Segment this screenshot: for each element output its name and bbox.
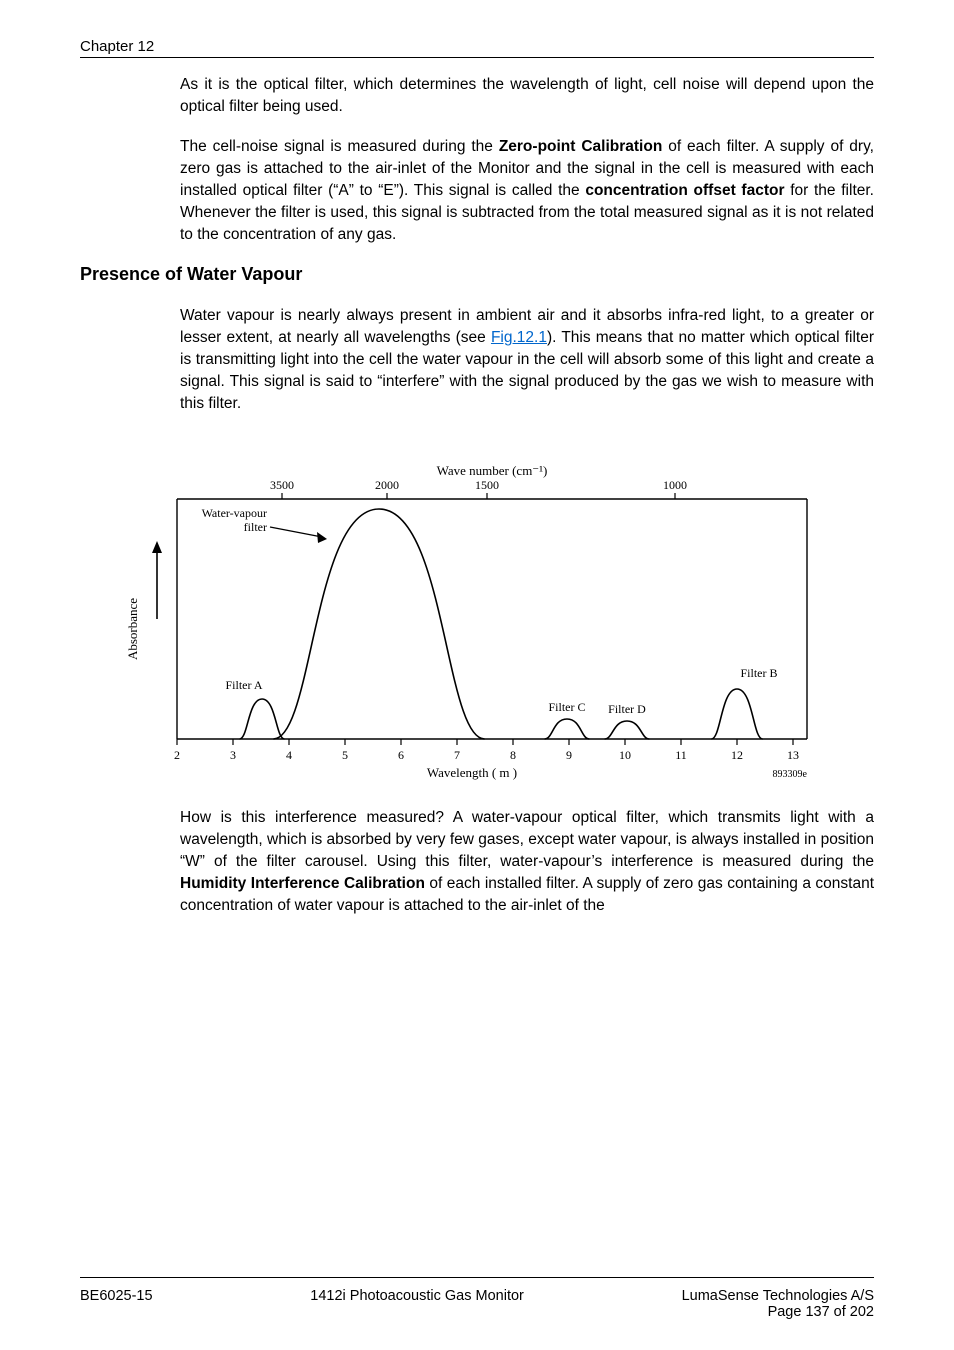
- svg-text:8: 8: [510, 748, 516, 762]
- svg-text:Wave number (cm⁻¹): Wave number (cm⁻¹): [437, 463, 548, 478]
- p2-part-a: The cell-noise signal is measured during…: [180, 138, 499, 155]
- paragraph-1: As it is the optical filter, which deter…: [180, 74, 874, 118]
- footer-right-2: Page 137 of 202: [768, 1304, 874, 1320]
- svg-text:2: 2: [174, 748, 180, 762]
- svg-text:filter: filter: [244, 520, 267, 534]
- svg-text:Filter D: Filter D: [608, 702, 646, 716]
- footer-center: 1412i Photoacoustic Gas Monitor: [310, 1288, 524, 1320]
- footer-rule: [80, 1277, 874, 1278]
- footer-right: LumaSense Technologies A/S Page 137 of 2…: [682, 1288, 874, 1320]
- svg-text:10: 10: [619, 748, 631, 762]
- svg-text:3500: 3500: [270, 478, 294, 492]
- section-heading: Presence of Water Vapour: [80, 264, 874, 285]
- p4-part-a: How is this interference measured? A wat…: [180, 809, 874, 870]
- p4-bold: Humidity Interference Calibration: [180, 875, 425, 892]
- svg-text:1500: 1500: [475, 478, 499, 492]
- svg-text:Water-vapour: Water-vapour: [202, 506, 267, 520]
- svg-text:7: 7: [454, 748, 460, 762]
- svg-text:3: 3: [230, 748, 236, 762]
- svg-text:4: 4: [286, 748, 292, 762]
- figure-12-1: Wave number (cm⁻¹) 3500 2000 1500 1000 2 3 4 5 6 7…: [80, 459, 874, 789]
- page-footer: BE6025-15 1412i Photoacoustic Gas Monito…: [80, 1288, 874, 1320]
- svg-text:2000: 2000: [375, 478, 399, 492]
- footer-left: BE6025-15: [80, 1288, 153, 1320]
- header-rule: [80, 57, 874, 58]
- paragraph-3: Water vapour is nearly always present in…: [180, 305, 874, 415]
- paragraph-2: The cell-noise signal is measured during…: [180, 136, 874, 246]
- svg-text:9: 9: [566, 748, 572, 762]
- svg-text:11: 11: [675, 748, 687, 762]
- p2-bold-2: concentration offset factor: [585, 182, 784, 199]
- svg-text:1000: 1000: [663, 478, 687, 492]
- figure-link[interactable]: Fig.12.1: [491, 329, 547, 346]
- svg-text:6: 6: [398, 748, 404, 762]
- svg-text:Absorbance: Absorbance: [125, 598, 140, 660]
- chapter-header: Chapter 12: [80, 38, 874, 55]
- svg-text:13: 13: [787, 748, 799, 762]
- svg-text:Filter C: Filter C: [548, 700, 585, 714]
- svg-text:5: 5: [342, 748, 348, 762]
- svg-text:893309e: 893309e: [773, 769, 808, 780]
- svg-text:Filter A: Filter A: [225, 678, 262, 692]
- svg-text:Wavelength ( m ): Wavelength ( m ): [427, 765, 517, 780]
- svg-text:12: 12: [731, 748, 743, 762]
- svg-text:Filter B: Filter B: [740, 666, 777, 680]
- footer-right-1: LumaSense Technologies A/S: [682, 1288, 874, 1304]
- paragraph-4: How is this interference measured? A wat…: [180, 807, 874, 917]
- p2-bold-1: Zero-point Calibration: [499, 138, 662, 155]
